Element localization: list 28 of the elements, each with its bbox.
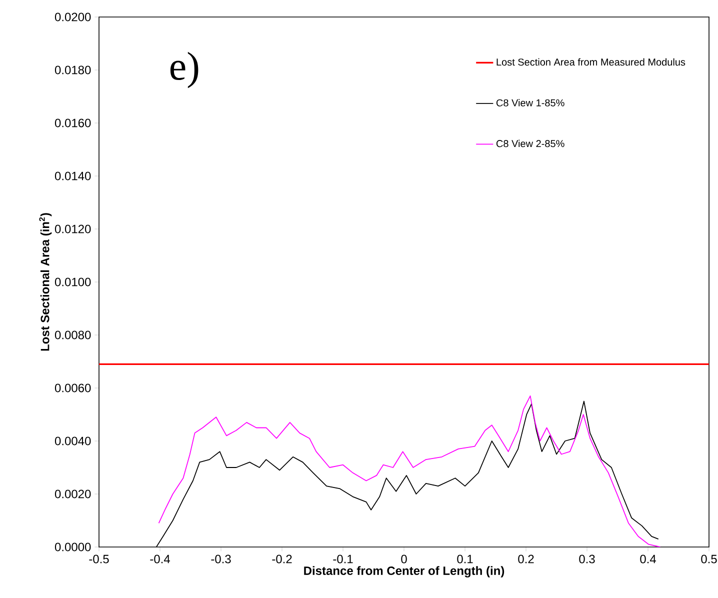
- x-tick-label: 0.2: [518, 554, 534, 564]
- annotation: e): [170, 52, 198, 88]
- x-tick-label: 0.5: [701, 554, 717, 564]
- x-tick-label: 0.3: [579, 554, 595, 564]
- legend-label: Lost Section Area from Measured Modulus: [496, 58, 686, 66]
- y-axis-title: Lost Sectional Area (in$^{2}$): [39, 213, 52, 351]
- legend-label: C8 View 1-85%: [496, 99, 564, 106]
- legend-label: C8 View 2-85%: [496, 140, 564, 148]
- x-axis-title: Distance from Center of Length (in): [304, 566, 504, 578]
- y-tick-label: 0.0020: [54, 490, 91, 498]
- y-tick-label: 0.0100: [54, 278, 91, 286]
- y-tick-label: 0.0160: [54, 118, 91, 128]
- x-tick-label: -0.5: [89, 554, 109, 564]
- y-tick-label: 0.0060: [54, 384, 91, 392]
- y-tick-label: 0.0140: [54, 172, 91, 180]
- y-tick-label: 0.0080: [54, 330, 91, 340]
- x-tick-label: -0.3: [211, 554, 231, 564]
- x-tick-label: 0.4: [640, 554, 656, 564]
- y-tick-label: 0.0040: [54, 436, 91, 446]
- x-tick-label: -0.1: [333, 554, 353, 564]
- x-tick-label: 0.1: [457, 554, 473, 564]
- x-tick-label: 0: [401, 554, 407, 564]
- y-tick-label: 0.0180: [54, 66, 91, 74]
- y-tick-label: 0.0000: [54, 542, 91, 552]
- y-tick-label: 0.0200: [54, 12, 91, 22]
- x-tick-label: -0.4: [150, 554, 170, 564]
- x-tick-label: -0.2: [272, 554, 292, 564]
- y-tick-label: 0.0120: [54, 224, 91, 234]
